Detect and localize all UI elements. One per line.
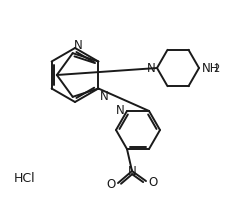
Text: 2: 2 (213, 64, 219, 75)
Text: O: O (148, 176, 157, 188)
Text: HCl: HCl (14, 171, 36, 184)
Text: N: N (116, 104, 125, 117)
Text: N: N (74, 39, 82, 52)
Text: N: N (128, 165, 136, 178)
Text: NH: NH (202, 61, 220, 75)
Text: N: N (99, 90, 108, 103)
Text: O: O (107, 178, 116, 190)
Text: N: N (147, 61, 156, 75)
